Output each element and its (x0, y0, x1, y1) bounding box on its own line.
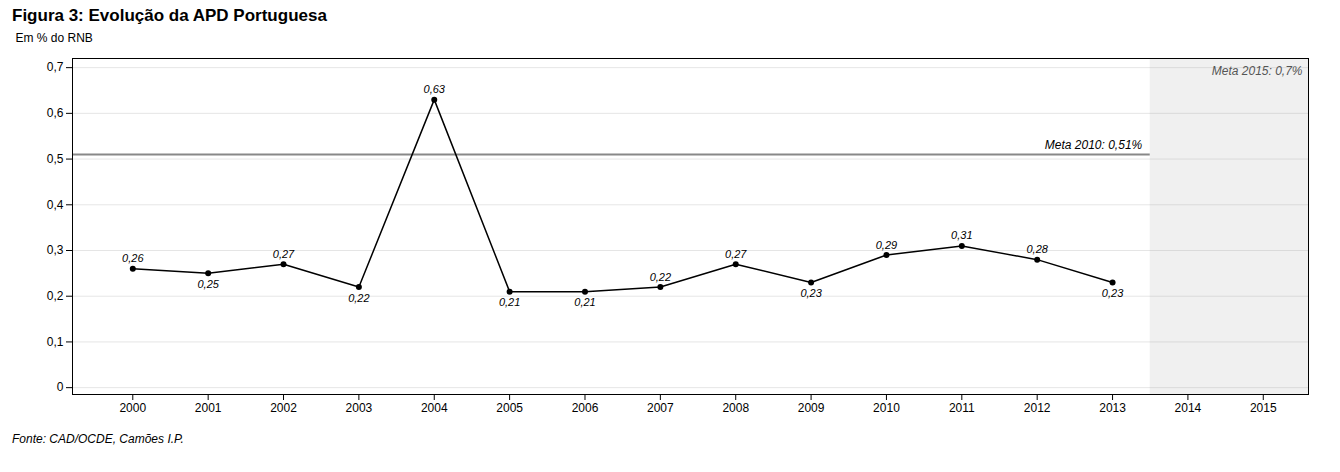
svg-text:0,21: 0,21 (499, 296, 520, 308)
svg-text:0,1: 0,1 (47, 335, 64, 349)
svg-text:2004: 2004 (421, 401, 448, 415)
svg-text:0,26: 0,26 (122, 252, 144, 264)
svg-text:2008: 2008 (722, 401, 749, 415)
svg-text:2014: 2014 (1175, 401, 1202, 415)
svg-text:2001: 2001 (195, 401, 222, 415)
svg-text:Meta 2015: 0,7%: Meta 2015: 0,7% (1212, 64, 1303, 78)
svg-text:0,5: 0,5 (47, 152, 64, 166)
svg-text:0,28: 0,28 (1026, 243, 1048, 255)
svg-text:0,25: 0,25 (197, 278, 219, 290)
svg-text:2007: 2007 (647, 401, 674, 415)
svg-text:2013: 2013 (1099, 401, 1126, 415)
svg-text:0,27: 0,27 (725, 248, 747, 260)
html-text:Figura 3: Evolução da APD Port: Figura 3: Evolução da APD Portuguesa (12, 6, 327, 25)
svg-text:0,6: 0,6 (47, 106, 64, 120)
svg-text:2012: 2012 (1024, 401, 1051, 415)
html-text:Fonte: CAD/OCDE, Camões I.P.: Fonte: CAD/OCDE, Camões I.P. (12, 432, 184, 446)
svg-text:0,31: 0,31 (951, 229, 972, 241)
svg-text:0: 0 (57, 380, 64, 394)
svg-text:0,2: 0,2 (47, 289, 64, 303)
svg-text:0,7: 0,7 (47, 60, 64, 74)
svg-text:2005: 2005 (496, 401, 523, 415)
svg-text:0,22: 0,22 (348, 292, 369, 304)
svg-text:0,22: 0,22 (650, 271, 671, 283)
svg-text:2011: 2011 (949, 401, 975, 415)
svg-text:0,3: 0,3 (47, 243, 64, 257)
svg-text:2002: 2002 (270, 401, 297, 415)
svg-text:0,63: 0,63 (424, 83, 446, 95)
svg-text:0,29: 0,29 (876, 239, 897, 251)
svg-text:2015: 2015 (1250, 401, 1277, 415)
svg-text:2003: 2003 (346, 401, 373, 415)
svg-text:0,21: 0,21 (574, 296, 595, 308)
svg-text:0,4: 0,4 (47, 198, 64, 212)
svg-text:2010: 2010 (873, 401, 900, 415)
svg-text:2000: 2000 (119, 401, 146, 415)
svg-text:0,23: 0,23 (1102, 287, 1124, 299)
svg-text:Meta 2010: 0,51%: Meta 2010: 0,51% (1045, 138, 1143, 152)
svg-text:0,27: 0,27 (273, 248, 295, 260)
svg-text:2009: 2009 (798, 401, 825, 415)
svg-text:0,23: 0,23 (800, 287, 822, 299)
svg-text:2006: 2006 (572, 401, 599, 415)
svg-text:Em % do RNB: Em % do RNB (16, 31, 93, 45)
